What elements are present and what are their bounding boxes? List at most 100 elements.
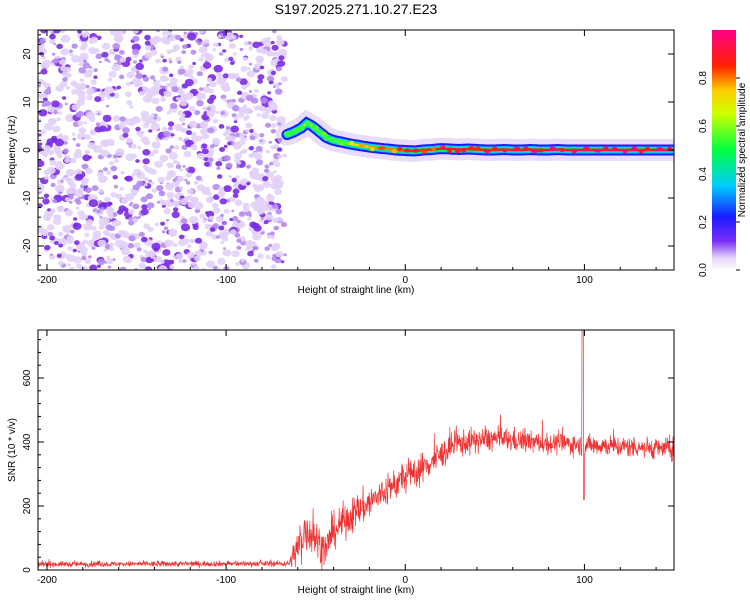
noise-blob <box>38 142 43 146</box>
noise-blob <box>154 222 160 227</box>
noise-blob <box>275 208 283 215</box>
ridge-blob <box>603 146 609 151</box>
noise-blob <box>243 206 250 213</box>
noise-blob <box>263 220 269 225</box>
noise-blob <box>248 146 254 151</box>
chart-title: S197.2025.271.10.27.E23 <box>274 1 438 17</box>
noise-blob <box>145 89 155 98</box>
noise-blob <box>146 202 155 209</box>
noise-blob <box>85 84 90 89</box>
noise-blob <box>159 75 168 82</box>
noise-blob <box>259 65 265 70</box>
noise-blob <box>239 78 248 86</box>
noise-blob <box>74 168 82 176</box>
noise-blob <box>189 238 196 244</box>
noise-blob <box>38 203 43 208</box>
ridge-bead <box>323 134 330 141</box>
y-tick-label: 600 <box>22 369 33 386</box>
noise-blob <box>82 33 88 38</box>
noise-blob <box>205 260 216 269</box>
noise-blob <box>223 247 226 250</box>
ridge-blob <box>475 146 481 151</box>
noise-blob <box>119 116 126 122</box>
ridge-blob <box>644 146 651 151</box>
noise-blob <box>229 43 236 49</box>
noise-blob <box>247 41 252 45</box>
noise-blob <box>83 70 93 78</box>
noise-blob <box>125 175 133 182</box>
noise-blob <box>79 52 89 61</box>
noise-speckle <box>38 30 288 270</box>
noise-blob <box>235 77 242 82</box>
noise-blob <box>153 142 160 149</box>
colorbar: 0.0 0.2 0.4 0.6 0.8 Normalized spectral ampl… <box>698 30 748 277</box>
noise-blob <box>197 41 202 46</box>
noise-blob <box>61 70 70 77</box>
noise-blob <box>190 144 198 151</box>
noise-blob <box>195 39 199 43</box>
y-tick-label: 10 <box>22 96 33 108</box>
noise-blob <box>195 93 204 100</box>
noise-blob <box>101 51 109 58</box>
noise-blob <box>52 218 62 225</box>
noise-blob <box>136 171 146 180</box>
noise-blob <box>154 160 164 168</box>
noise-blob <box>50 208 56 213</box>
noise-blob <box>49 235 55 241</box>
noise-blob <box>257 253 264 259</box>
noise-blob <box>140 130 145 135</box>
colorbar-tick-label: 0.2 <box>698 215 709 229</box>
noise-blob <box>56 43 63 50</box>
noise-blob <box>65 209 73 217</box>
noise-blob <box>44 88 52 95</box>
noise-blob <box>84 232 90 238</box>
noise-blob <box>163 208 172 215</box>
noise-blob <box>202 218 207 223</box>
ridge-blob <box>559 148 565 152</box>
noise-blob <box>40 68 48 75</box>
noise-blob <box>98 60 102 64</box>
noise-blob <box>206 110 215 118</box>
noise-blob <box>114 239 125 248</box>
noise-blob <box>264 122 272 128</box>
noise-blob <box>254 89 259 93</box>
noise-blob <box>58 243 63 248</box>
noise-blob <box>280 221 287 228</box>
noise-blob <box>194 208 201 214</box>
noise-blob <box>56 117 61 122</box>
noise-blob <box>185 172 193 178</box>
noise-blob <box>270 70 276 76</box>
ridge-blob <box>369 147 375 152</box>
noise-blob <box>87 239 96 247</box>
noise-blob <box>186 251 195 259</box>
noise-blob <box>124 193 135 201</box>
noise-blob <box>84 149 91 155</box>
noise-blob <box>107 265 112 269</box>
noise-blob <box>186 181 191 185</box>
noise-blob <box>181 218 188 224</box>
noise-blob <box>175 56 182 62</box>
noise-blob <box>115 148 125 157</box>
noise-blob <box>272 51 280 57</box>
noise-blob <box>210 106 215 111</box>
ridge-blob <box>421 149 427 154</box>
noise-blob <box>97 112 101 116</box>
noise-blob <box>109 246 115 252</box>
noise-blob <box>51 100 60 108</box>
noise-blob <box>219 52 224 56</box>
ridge-blob <box>523 146 529 151</box>
noise-blob <box>139 90 146 96</box>
noise-blob <box>106 95 112 100</box>
noise-blob <box>215 160 223 167</box>
noise-blob <box>186 130 192 136</box>
noise-blob <box>272 144 280 150</box>
noise-blob <box>49 39 56 44</box>
noise-blob <box>72 137 76 141</box>
noise-blob <box>206 83 210 87</box>
noise-blob <box>121 247 131 256</box>
noise-blob <box>156 80 161 84</box>
noise-blob <box>145 119 152 125</box>
noise-blob <box>205 196 214 204</box>
noise-blob <box>271 123 277 128</box>
